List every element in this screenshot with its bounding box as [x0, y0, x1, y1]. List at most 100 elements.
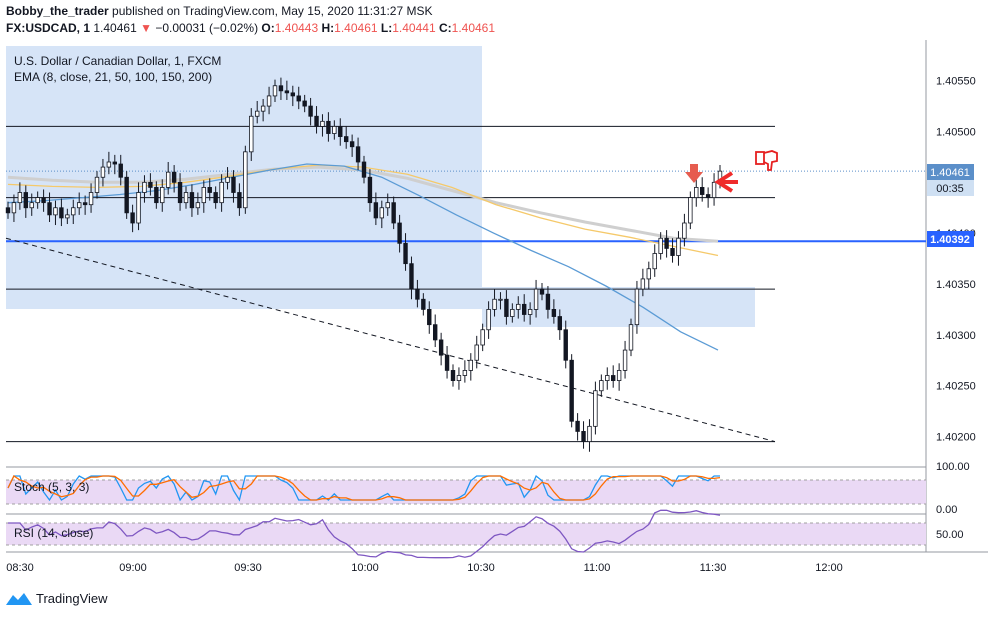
stoch-legend[interactable]: Stoch (5, 3, 3)	[14, 480, 89, 494]
candle-up	[53, 207, 58, 216]
publication-line: Bobby_the_trader published on TradingVie…	[6, 4, 432, 19]
candle-up	[100, 166, 106, 178]
candle-up	[17, 192, 23, 204]
y-tick-label: 1.40200	[936, 432, 976, 444]
candle-up	[165, 171, 171, 188]
candle-down	[551, 309, 557, 317]
candle-down	[23, 192, 28, 209]
x-tick-label: 09:30	[234, 562, 262, 574]
oscillator-lines	[7, 474, 721, 559]
candle-up	[77, 202, 82, 209]
y-tick-label: 1.40250	[936, 381, 976, 393]
candle-down	[290, 92, 295, 97]
candle-down	[213, 192, 218, 204]
candle-up	[136, 192, 141, 224]
price-axis[interactable]: 1.405501.405001.404001.403501.403001.402…	[936, 76, 976, 541]
time-axis[interactable]: 08:30 09:00 09:30 10:00 10:30 11:00 11:30 12:00	[6, 562, 843, 574]
candle-up	[682, 222, 687, 239]
trendline[interactable]	[5, 237, 776, 443]
rsi-legend[interactable]: RSI (14, close)	[14, 526, 93, 540]
candle-down	[189, 192, 195, 209]
last-price-text: 1.40461	[93, 21, 137, 35]
candle-down	[112, 161, 117, 165]
candle-up	[456, 375, 462, 381]
candle-up	[658, 237, 663, 254]
candle-up	[88, 192, 94, 206]
candle-up	[272, 85, 278, 97]
horizontal-levels[interactable]	[5, 125, 926, 443]
tradingview-brand[interactable]: TradingView	[6, 591, 108, 606]
low-label: L:	[380, 21, 393, 35]
candle-down	[361, 161, 367, 178]
candle-up	[94, 176, 100, 193]
candle-up	[225, 176, 230, 183]
author-name[interactable]: Bobby_the_trader	[6, 4, 109, 18]
candle-down	[450, 370, 456, 381]
candle-down	[343, 136, 349, 143]
candle-up	[195, 202, 201, 209]
x-tick-label: 11:30	[700, 562, 727, 574]
countdown-text: 00:35	[936, 183, 964, 195]
candle-down	[231, 176, 236, 193]
candle-up	[527, 309, 533, 315]
y-tick-label: 1.40300	[936, 330, 976, 342]
candle-down	[432, 324, 438, 341]
candle-down	[397, 222, 402, 244]
candle-down	[415, 288, 420, 300]
high-label: H:	[321, 21, 335, 35]
x-tick-label: 12:00	[815, 562, 843, 574]
candle-up	[599, 380, 604, 392]
candle-up	[35, 197, 40, 204]
thumbs-down-icon	[755, 150, 778, 171]
candle-down	[171, 171, 177, 183]
candle-up	[29, 202, 34, 209]
candle-up	[254, 110, 260, 117]
candle-up	[498, 298, 503, 301]
candle-up	[711, 181, 717, 198]
candle-down	[154, 187, 159, 204]
candle-down	[130, 212, 135, 224]
candle-down	[670, 248, 675, 256]
candle-up	[676, 237, 681, 256]
candle-up	[385, 202, 390, 209]
candle-down	[124, 176, 129, 214]
candle-down	[700, 187, 705, 195]
candle-up	[462, 370, 468, 376]
candle-up	[492, 298, 497, 310]
candle-down	[207, 187, 212, 193]
candle-up	[65, 214, 70, 219]
candle-down	[118, 163, 123, 178]
candle-up	[468, 359, 473, 371]
ema-legend[interactable]: EMA (8, close, 21, 50, 100, 150, 200)	[14, 70, 212, 84]
y-tick-label: 1.40500	[936, 127, 976, 139]
candle-up	[249, 115, 254, 153]
tradingview-logo-icon	[6, 592, 32, 605]
candle-up	[510, 309, 515, 317]
candle-up	[694, 187, 699, 198]
candle-down	[504, 298, 509, 317]
candle-up	[106, 161, 112, 168]
candle-down	[237, 192, 242, 209]
candle-down	[539, 288, 545, 295]
instrument-legend[interactable]: U.S. Dollar / Canadian Dollar, 1, FXCM	[14, 54, 221, 68]
candle-up	[320, 120, 325, 127]
price-chart[interactable]: 1.405501.405001.404001.403501.403001.402…	[0, 40, 988, 618]
close-label: C:	[438, 21, 452, 35]
x-tick-label: 08:30	[6, 562, 34, 574]
candle-down	[563, 329, 568, 361]
candle-up	[183, 192, 189, 204]
symbol-interval: FX:USDCAD, 1	[6, 21, 91, 35]
candle-down	[367, 176, 373, 204]
candle-up	[628, 324, 634, 351]
candles	[5, 77, 723, 452]
rsi-tick-label: 50.00	[936, 529, 964, 541]
x-tick-label: 09:00	[119, 562, 147, 574]
candle-down	[302, 100, 307, 107]
red-down-arrow-icon	[685, 164, 703, 183]
y-tick-label: 1.40350	[936, 279, 976, 291]
candle-up	[379, 207, 384, 219]
candle-down	[403, 242, 408, 265]
candle-down	[611, 375, 616, 381]
candle-down	[41, 197, 46, 204]
candle-down	[314, 115, 319, 127]
